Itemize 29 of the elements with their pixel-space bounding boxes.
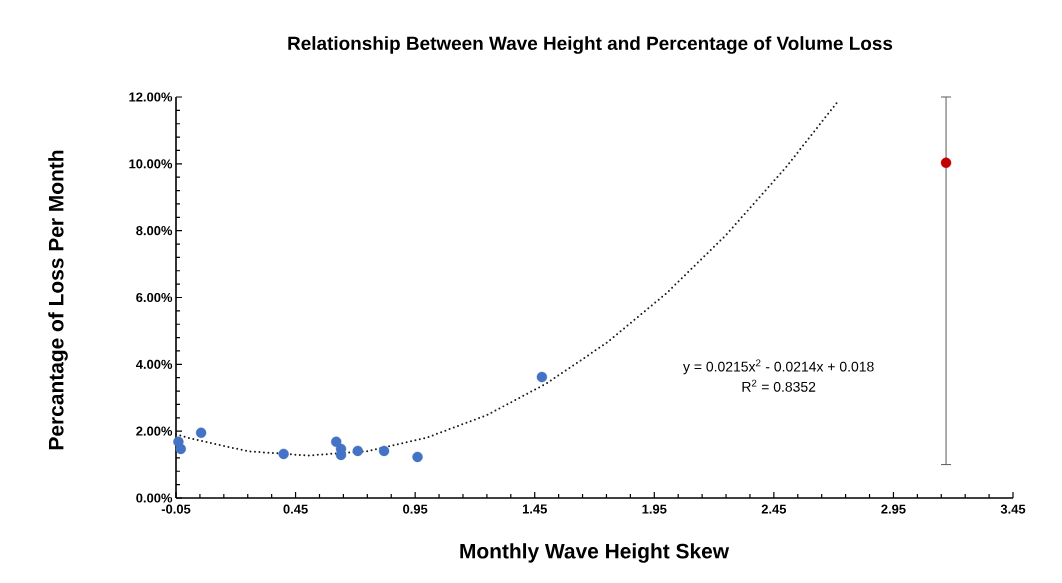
annotation: R$^{2}$ = 0.8352 — [742, 379, 816, 392]
point — [278, 448, 289, 460]
y-tick-label: 0.00% — [136, 493, 173, 503]
y-tick-label: 6.00% — [136, 292, 173, 303]
line-series — [175, 99, 840, 457]
annotation: y = 0.0215x$^{2}$ - 0.0214x + 0.018 — [683, 359, 874, 375]
x-axis-title: Monthly Wave Height Skew — [460, 543, 730, 563]
x-tick-label: 0.45 — [283, 504, 308, 514]
point — [175, 443, 186, 455]
y-tick-label: 4.00% — [135, 359, 173, 369]
x-tick-label: 2.95 — [881, 504, 906, 514]
point — [536, 371, 548, 383]
y-tick-label: 8.00% — [136, 226, 173, 236]
y-tick-label: 2.00% — [136, 426, 173, 436]
point — [378, 445, 390, 457]
x-tick-label: 3.45 — [1000, 504, 1026, 514]
y-tick-label: 12.00% — [129, 92, 173, 102]
point — [412, 451, 423, 463]
x-tick-label: 1.45 — [522, 504, 547, 514]
point — [352, 445, 363, 457]
y-axis-title: Percantage of Loss Per Month — [48, 150, 68, 450]
x-tick-label: -0.05 — [161, 504, 191, 514]
x-tick-label: 1.95 — [642, 504, 667, 514]
y-tick-label: 10.00% — [129, 159, 173, 169]
point — [195, 427, 207, 439]
x-tick-label: 2.45 — [761, 504, 787, 514]
x-tick-label: 0.95 — [403, 504, 428, 514]
point — [940, 157, 952, 169]
chart-title: Relationship Between Wave Height and Percentage of Volume Loss — [288, 36, 893, 54]
